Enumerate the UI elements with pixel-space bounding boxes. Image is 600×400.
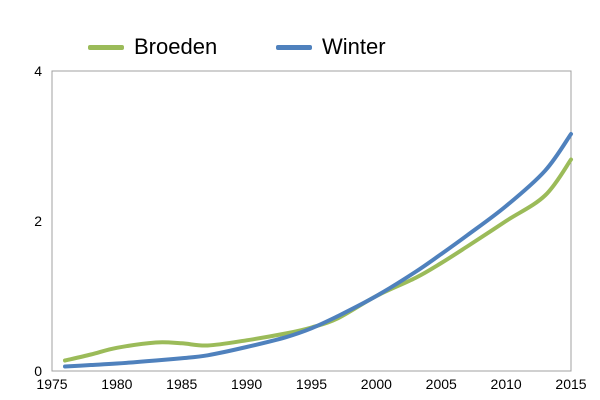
x-tick-label-2015: 2015 <box>555 376 586 392</box>
legend-swatch-winter <box>276 44 312 50</box>
legend-label-winter: Winter <box>322 34 386 59</box>
x-tick-label-2005: 2005 <box>426 376 457 392</box>
legend-item-winter: Winter <box>276 32 386 62</box>
x-tick-label-1980: 1980 <box>101 376 132 392</box>
plot-area-frame <box>51 70 572 372</box>
legend-item-broeden: Broeden <box>88 32 217 62</box>
y-axis: 0 2 4 <box>34 63 42 379</box>
x-axis: 1975 1980 1985 1990 1995 2000 2005 2010 2015 <box>36 376 586 392</box>
x-tick-label-2000: 2000 <box>361 376 392 392</box>
x-tick-label-2010: 2010 <box>491 376 522 392</box>
y-tick-label-2: 2 <box>34 213 42 229</box>
series-line-broeden <box>63 157 573 363</box>
series-line-winter <box>63 132 573 369</box>
x-tick-label-1990: 1990 <box>231 376 262 392</box>
y-tick-label-4: 4 <box>34 63 42 79</box>
series-layer <box>63 132 573 369</box>
x-tick-label-1995: 1995 <box>296 376 327 392</box>
legend-swatch-broeden <box>88 44 124 50</box>
x-tick-label-1985: 1985 <box>166 376 197 392</box>
x-tick-label-1975: 1975 <box>36 376 67 392</box>
y-tick-label-0: 0 <box>34 363 42 379</box>
legend-label-broeden: Broeden <box>134 34 218 59</box>
